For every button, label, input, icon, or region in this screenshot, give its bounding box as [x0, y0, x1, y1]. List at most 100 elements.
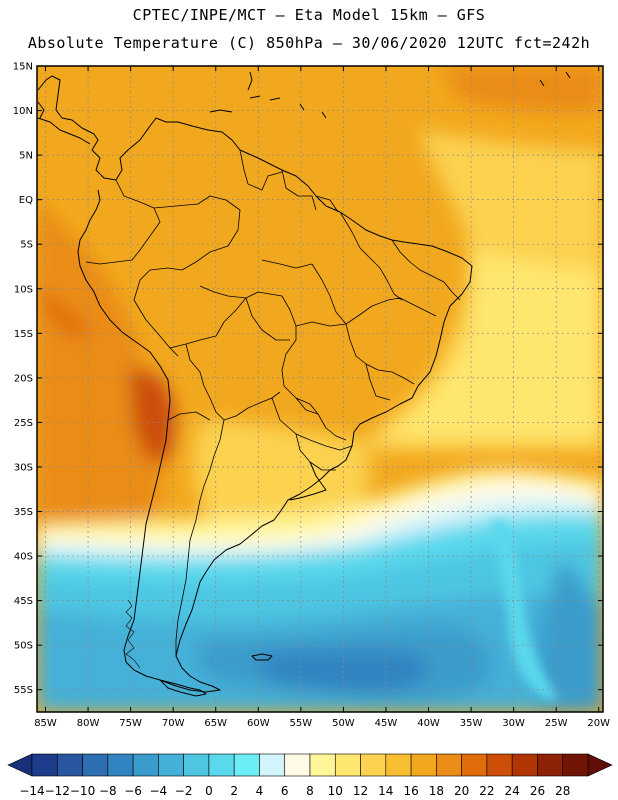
colorbar-swatch — [486, 753, 513, 777]
longitude-labels: 85W 80W 75W 70W 65W 60W 55W 50W 45W 40W 35W 30W 25W 2… — [34, 718, 610, 729]
latitude-label: 30S — [14, 462, 33, 473]
latitude-label: 10S — [14, 284, 33, 295]
falkland-islands — [251, 653, 273, 661]
longitude-label: 35W — [460, 718, 483, 729]
warm-spot-peru — [40, 290, 90, 340]
central-america-coastline — [37, 101, 91, 145]
colorbar-label: −2 — [175, 784, 193, 798]
uruguay-border — [289, 461, 327, 501]
colorbar-label: −10 — [70, 784, 95, 798]
colorbar-swatch — [511, 753, 538, 777]
colorbar-swatch — [56, 753, 83, 777]
graticule — [37, 66, 603, 712]
colorbar-label: 2 — [230, 784, 238, 798]
colorbar-swatch — [410, 753, 437, 777]
map-frame — [36, 65, 604, 713]
latitude-label: 40S — [14, 552, 33, 563]
caribbean-islands — [209, 71, 571, 119]
colorbar-swatch — [183, 753, 210, 777]
latitude-label: 50S — [14, 641, 33, 652]
colorbar: −14 −12 −10 −8 −6 −4 −2 0 2 4 6 8 10 12 14 16 18 20 22 24 26… — [7, 753, 613, 798]
latitude-label: 20S — [14, 373, 33, 384]
longitude-label: 30W — [502, 718, 525, 729]
colorbar-swatch — [385, 753, 412, 777]
colorbar-label: −12 — [45, 784, 70, 798]
latitude-label: 15N — [13, 62, 33, 73]
longitude-label: 40W — [417, 718, 440, 729]
coastlines-and-borders — [37, 71, 571, 697]
colorbar-swatch — [208, 753, 235, 777]
tierra-del-fuego — [159, 679, 207, 697]
latitude-label: 55S — [14, 685, 33, 696]
colorbar-label: 6 — [281, 784, 289, 798]
colorbar-arrow-left — [7, 753, 33, 777]
colorbar-label: −4 — [150, 784, 168, 798]
chile-fjords — [125, 599, 141, 669]
longitude-label: 55W — [290, 718, 313, 729]
latitude-label: 5S — [20, 240, 33, 251]
colorbar-swatch — [82, 753, 109, 777]
colorbar-swatch — [132, 753, 159, 777]
longitude-label: 65W — [204, 718, 227, 729]
longitude-label: 80W — [77, 718, 100, 729]
longitude-label: 70W — [162, 718, 185, 729]
latitude-label: 15S — [14, 329, 33, 340]
latitude-labels: 15N 10N 5N EQ 5S 10S 15S 20S 25S 30S 35S 40S 45S 50S 5… — [13, 62, 33, 697]
colorbar-label: 12 — [353, 784, 368, 798]
colorbar-label: 4 — [256, 784, 264, 798]
longitude-label: 25W — [545, 718, 568, 729]
latitude-label: 45S — [14, 596, 33, 607]
warm-zone-north — [440, 66, 603, 112]
map-title-line2: Absolute Temperature (C) 850hPa – 30/06/… — [27, 34, 591, 52]
colorbar-swatch — [107, 753, 134, 777]
colorbar-label: 22 — [479, 784, 494, 798]
latitude-label: 5N — [19, 151, 33, 162]
colorbar-label: 16 — [403, 784, 418, 798]
colorbar-swatch — [537, 753, 564, 777]
latitude-label: 25S — [14, 418, 33, 429]
latitude-label: EQ — [19, 195, 33, 206]
warm-spot-chile — [130, 369, 176, 465]
colorbar-swatch — [259, 753, 286, 777]
colorbar-swatch — [233, 753, 260, 777]
colorbar-label: 8 — [306, 784, 314, 798]
colorbar-swatch — [31, 753, 58, 777]
colorbar-arrow-right — [587, 753, 613, 777]
colorbar-swatch — [436, 753, 462, 777]
colorbar-label: −6 — [124, 784, 142, 798]
colorbar-swatch — [562, 753, 589, 777]
band-m4c-east — [536, 560, 603, 712]
latitude-label: 10N — [13, 106, 33, 117]
colorbar-swatch — [158, 753, 184, 777]
band-18c-atlantic — [380, 250, 603, 440]
latitude-label: 35S — [14, 507, 33, 518]
axis-ticks — [37, 65, 603, 712]
longitude-label: 75W — [119, 718, 142, 729]
south-america-coastline — [37, 75, 473, 693]
colorbar-swatch — [284, 753, 311, 777]
colorbar-label: −8 — [99, 784, 117, 798]
map-title-line1: CPTEC/INPE/MCT – Eta Model 15km – GFS — [132, 6, 486, 24]
colorbar-label: 14 — [378, 784, 393, 798]
colorbar-label: 0 — [205, 784, 213, 798]
longitude-label: 50W — [332, 718, 355, 729]
band-16c-argentina — [193, 420, 371, 528]
longitude-label: 60W — [247, 718, 270, 729]
colorbar-label: 10 — [328, 784, 343, 798]
colorbar-label: 28 — [555, 784, 570, 798]
colorbar-swatch — [309, 753, 336, 777]
longitude-label: 20W — [587, 718, 610, 729]
colorbar-label: 24 — [505, 784, 520, 798]
colorbar-swatch — [334, 753, 361, 777]
warm-tongue-southeast — [490, 520, 560, 700]
longitude-label: 85W — [34, 718, 57, 729]
colorbar-label: 26 — [530, 784, 545, 798]
colorbar-label: −14 — [19, 784, 44, 798]
colorbar-swatch — [360, 753, 387, 777]
colorbar-swatch — [461, 753, 488, 777]
longitude-label: 45W — [375, 718, 398, 729]
band-20c-pacific — [37, 200, 162, 540]
colorbar-label: 18 — [429, 784, 444, 798]
colorbar-label: 20 — [454, 784, 469, 798]
